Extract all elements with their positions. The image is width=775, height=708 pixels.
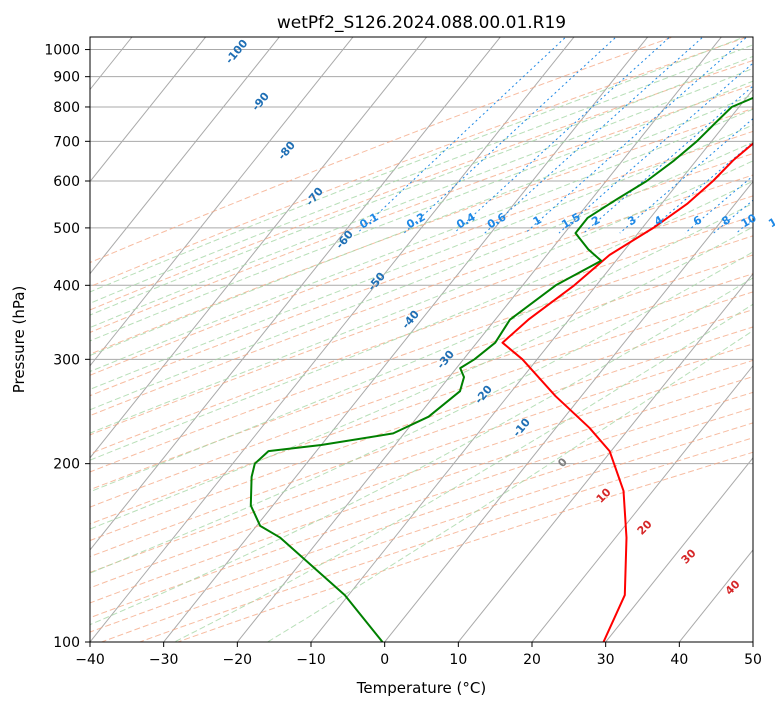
dry-adiabat-line (90, 343, 753, 573)
plot-frame (89, 36, 754, 643)
x-tick-label: 10 (449, 652, 467, 668)
y-tick-label: 800 (53, 100, 80, 116)
x-tick-label: 40 (670, 652, 688, 668)
isotherm-line (310, 88, 753, 642)
isotherm-line (384, 180, 753, 642)
x-tick-label: 30 (597, 652, 615, 668)
mixing-ratio-line (403, 37, 617, 234)
isotherm-line (605, 457, 753, 642)
moist-adiabat-line (90, 37, 746, 293)
mixing-ratio-label: 13 (766, 211, 775, 230)
moist-adiabat-line (267, 330, 753, 642)
dry-adiabat-line (90, 273, 753, 508)
mixing-ratio-line (524, 37, 748, 234)
isotherm-line (90, 37, 354, 367)
isotherm-line (90, 37, 428, 459)
plot-area (90, 37, 753, 642)
dry-adiabat-line (90, 37, 675, 264)
moist-adiabat-line (90, 180, 753, 461)
moist-adiabat-line (90, 55, 753, 316)
moist-adiabat-line (90, 80, 753, 342)
isotherm-line (678, 549, 753, 642)
y-tick-label: 900 (53, 70, 80, 86)
isotherm-line (90, 37, 207, 183)
dewpoint-profile-line (249, 96, 753, 642)
y-tick-label: 700 (53, 134, 80, 150)
dry-adiabat-line (90, 130, 753, 376)
mixing-ratio-line (356, 37, 567, 234)
x-tick-label: −30 (149, 652, 179, 668)
y-axis: 100 200 300 400 500 600 700 800 900 1000 (44, 43, 90, 651)
x-tick-label: −40 (75, 652, 105, 668)
isotherm-line (90, 37, 501, 551)
isotherm-line (457, 272, 753, 642)
y-axis-title: Pressure (hPa) (10, 286, 28, 394)
isotherm-line (163, 37, 649, 642)
moist-adiabat-line (90, 108, 753, 373)
dry-adiabat-line (90, 254, 753, 491)
x-axis-title: Temperature (°C) (356, 679, 486, 697)
y-tick-label: 1000 (44, 43, 80, 59)
isotherm-line (236, 37, 722, 642)
x-tick-label: 50 (744, 652, 762, 668)
dry-adiabat-line (90, 407, 753, 633)
moist-adiabat-line (90, 67, 753, 329)
y-tick-label: 500 (53, 221, 80, 237)
moist-adiabat-line (90, 44, 753, 304)
y-tick-label: 300 (53, 352, 80, 368)
mixing-ratio-line (619, 118, 753, 234)
chart-title: wetPf2_S126.2024.088.00.01.R19 (277, 13, 566, 33)
dry-adiabat-line (90, 107, 753, 355)
dry-adiabat-line (90, 152, 753, 397)
x-axis: −40 −30 −20 −10 0 10 20 30 40 50 (75, 642, 762, 668)
temperature-profile-line (501, 142, 753, 642)
y-tick-label: 100 (53, 635, 80, 651)
isotherm-line (531, 364, 753, 642)
x-tick-label: 20 (523, 652, 541, 668)
dry-adiabat-line (90, 84, 753, 333)
dry-adiabat-line (138, 437, 753, 642)
x-tick-label: −20 (223, 652, 253, 668)
mixing-ratio-line (484, 37, 704, 234)
moist-adiabat-line (90, 124, 753, 390)
dry-adiabat-line (90, 376, 753, 604)
dry-adiabat-line (90, 291, 753, 525)
x-tick-label: −10 (296, 652, 326, 668)
mixing-ratio-line (453, 37, 671, 234)
isotherm-line (90, 37, 575, 642)
dry-adiabat-line (90, 195, 753, 436)
y-tick-label: 600 (53, 174, 80, 190)
isotherm-line (90, 37, 280, 275)
moist-adiabat-line (174, 303, 753, 642)
moist-adiabat-line (90, 251, 753, 574)
moist-adiabat-line (90, 141, 753, 411)
moist-adiabat-line (90, 94, 753, 357)
dry-adiabat-line (90, 326, 753, 558)
moist-adiabat-line (90, 226, 753, 530)
x-tick-label: 0 (380, 652, 389, 668)
y-tick-label: 200 (53, 457, 80, 473)
dry-adiabat-line (90, 215, 753, 455)
y-tick-label: 400 (53, 278, 80, 294)
